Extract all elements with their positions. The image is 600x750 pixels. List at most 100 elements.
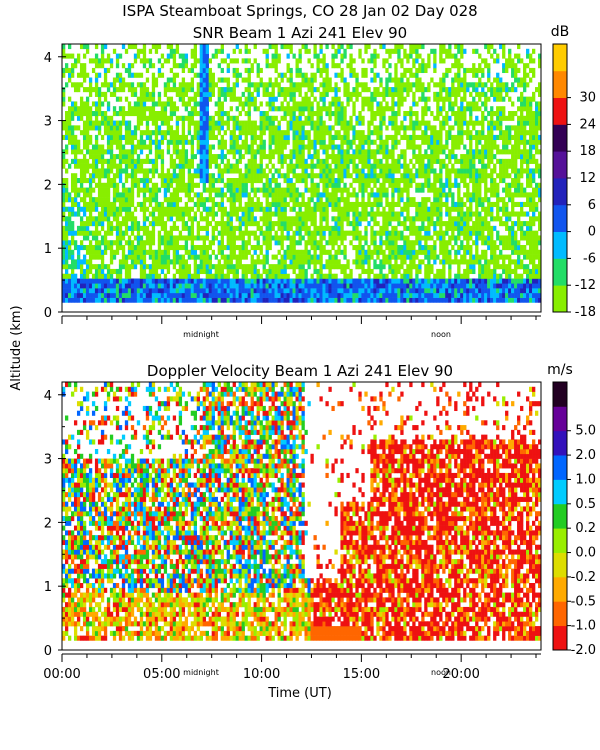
snr-cell xyxy=(319,120,323,126)
snr-cell xyxy=(358,178,362,184)
snr-cell xyxy=(271,197,275,203)
snr-cell xyxy=(358,82,362,88)
snr-cell xyxy=(205,91,209,97)
snr-cell xyxy=(274,144,278,150)
snr-cell xyxy=(151,292,156,298)
snr-cell xyxy=(343,197,347,203)
snr-cell xyxy=(271,201,275,208)
snr-cell xyxy=(151,158,156,164)
snr-cell xyxy=(109,154,114,160)
snr-cell xyxy=(106,101,111,107)
snr-cell xyxy=(97,273,102,279)
snr-cell xyxy=(352,221,356,227)
snr-cell xyxy=(64,283,69,289)
snr-cell xyxy=(376,292,380,298)
snr-cell xyxy=(298,178,302,184)
snr-cell xyxy=(157,144,162,150)
snr-cell xyxy=(277,278,281,284)
snr-cell xyxy=(262,187,266,193)
snr-cell xyxy=(400,206,404,212)
snr-cell xyxy=(355,149,359,155)
snr-cell xyxy=(235,182,239,188)
snr-cell xyxy=(283,221,287,227)
snr-cell xyxy=(298,134,302,141)
snr-cell xyxy=(388,221,392,227)
snr-cell xyxy=(358,278,362,284)
snr-cell xyxy=(97,125,102,131)
snr-cell xyxy=(148,168,153,174)
snr-cell xyxy=(253,120,257,126)
snr-cell xyxy=(178,187,183,193)
snr-cell xyxy=(355,211,359,217)
snr-cell xyxy=(448,292,452,298)
snr-cell xyxy=(325,187,329,193)
snr-cell xyxy=(118,125,123,131)
snr-cell xyxy=(139,240,144,246)
snr-cell xyxy=(445,173,449,179)
snr-cell xyxy=(256,240,260,246)
snr-cell xyxy=(235,254,239,260)
snr-cell xyxy=(304,178,308,184)
snr-cell xyxy=(62,225,66,231)
snr-cell xyxy=(127,192,132,198)
snr-cell xyxy=(76,72,81,78)
snr-cell xyxy=(142,178,147,184)
snr-cell xyxy=(388,168,392,174)
snr-cell xyxy=(316,63,320,69)
snr-cell xyxy=(280,206,284,212)
snr-cell xyxy=(280,77,284,83)
snr-cell xyxy=(223,139,227,145)
snr-cell xyxy=(391,268,395,275)
snr-cell xyxy=(241,182,245,188)
snr-cell xyxy=(304,254,308,260)
snr-cell xyxy=(94,125,99,131)
snr-cell xyxy=(298,48,302,54)
snr-cell xyxy=(286,154,290,160)
snr-cell xyxy=(250,139,254,145)
snr-cell xyxy=(427,249,431,255)
snr-cell xyxy=(304,292,308,298)
snr-cell xyxy=(379,115,383,121)
snr-cell xyxy=(289,149,293,155)
snr-cell xyxy=(412,48,416,54)
snr-cell xyxy=(76,111,81,117)
snr-cell xyxy=(181,163,186,169)
snr-cell xyxy=(304,168,308,174)
snr-cell xyxy=(316,254,320,260)
snr-cell xyxy=(145,292,150,298)
snr-cell xyxy=(190,245,195,251)
snr-cell xyxy=(313,211,317,217)
snr-cell xyxy=(259,144,263,150)
snr-cell xyxy=(277,91,281,97)
snr-cell xyxy=(232,230,236,236)
snr-cell xyxy=(88,178,93,184)
snr-cell xyxy=(133,278,138,284)
snr-cell xyxy=(163,134,168,141)
snr-cell xyxy=(151,77,156,83)
snr-cell xyxy=(232,235,236,241)
snr-cell xyxy=(232,91,236,97)
snr-cell xyxy=(403,53,407,59)
snr-cell xyxy=(106,283,111,289)
snr-cell xyxy=(400,63,404,69)
snr-cell xyxy=(403,130,407,136)
snr-cell xyxy=(226,77,230,83)
snr-cell xyxy=(157,230,162,236)
snr-cell xyxy=(427,158,431,164)
snr-cell xyxy=(178,115,183,121)
snr-cell xyxy=(70,197,75,203)
snr-cell xyxy=(62,259,66,265)
snr-cell xyxy=(142,173,147,179)
snr-cell xyxy=(133,134,138,141)
snr-cell xyxy=(445,206,449,212)
snr-cell xyxy=(202,91,206,97)
snr-cell xyxy=(331,139,335,145)
snr-cell xyxy=(169,182,174,188)
snr-cell xyxy=(166,125,171,131)
snr-cell xyxy=(385,168,389,174)
snr-cell xyxy=(394,187,398,193)
snr-cell xyxy=(187,278,192,284)
snr-cell xyxy=(268,278,272,284)
snr-cell xyxy=(148,91,153,97)
snr-cell xyxy=(310,297,314,303)
